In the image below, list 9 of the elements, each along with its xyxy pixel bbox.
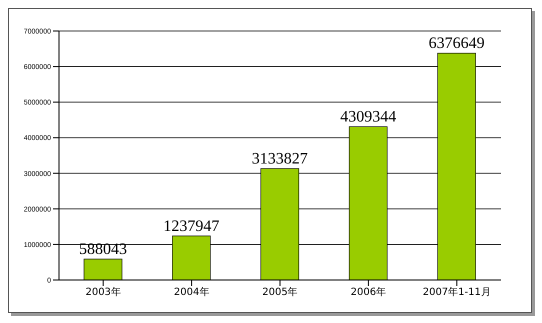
data-label: 6376649 — [428, 35, 485, 52]
data-label: 4309344 — [340, 108, 396, 126]
x-tick-label: 2006年 — [350, 286, 386, 298]
x-tick-label: 2003年 — [85, 286, 121, 298]
x-tick-label: 2007年1-11月 — [422, 286, 491, 298]
x-tick-label: 2005年 — [262, 286, 298, 298]
data-label: 3133827 — [252, 150, 308, 168]
x-tick-label: 2004年 — [174, 286, 210, 298]
data-label: 1237947 — [163, 218, 220, 235]
